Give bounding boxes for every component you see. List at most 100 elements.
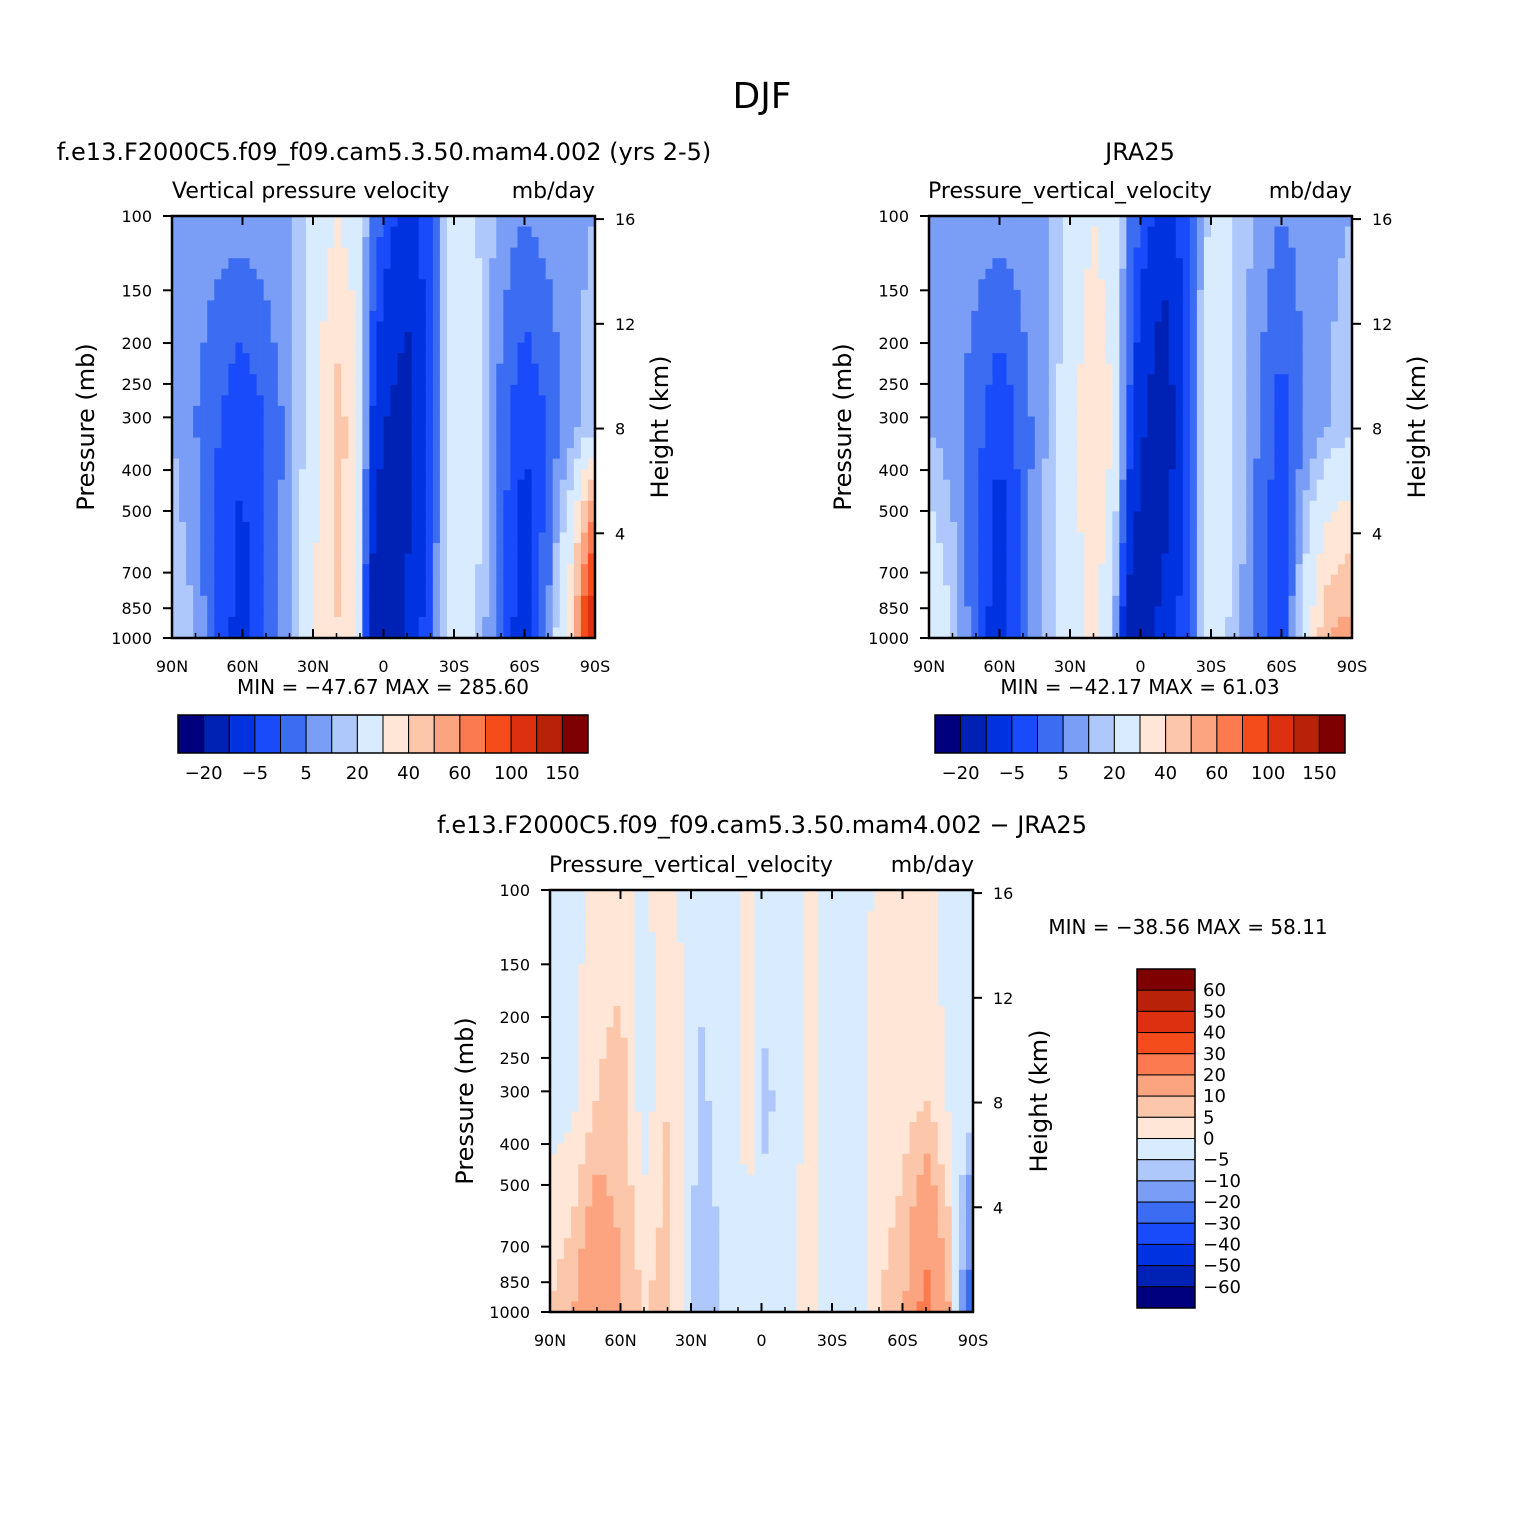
field-cell bbox=[1232, 268, 1240, 280]
field-cell bbox=[355, 353, 363, 365]
field-cell bbox=[1112, 574, 1120, 586]
y-tick-label: 150 bbox=[878, 281, 909, 300]
field-cell bbox=[1161, 216, 1170, 228]
field-cell bbox=[1232, 511, 1240, 523]
field-cell bbox=[193, 268, 201, 280]
field-cell bbox=[446, 342, 455, 354]
field-cell bbox=[327, 405, 335, 418]
field-cell bbox=[1337, 448, 1346, 460]
field-cell bbox=[411, 437, 420, 449]
field-cell bbox=[1048, 606, 1057, 618]
field-cell bbox=[503, 363, 511, 375]
field-cell bbox=[200, 247, 208, 259]
field-cell bbox=[1253, 416, 1261, 428]
field-cell bbox=[957, 574, 965, 586]
field-cell bbox=[432, 310, 441, 323]
field-cell bbox=[1055, 405, 1064, 418]
field-cell bbox=[1281, 479, 1290, 491]
field-cell bbox=[1253, 289, 1261, 301]
field-cell bbox=[964, 458, 972, 470]
field-cell bbox=[1239, 226, 1247, 238]
field-cell bbox=[207, 437, 215, 449]
field-cell bbox=[1316, 427, 1325, 439]
field-cell bbox=[320, 511, 328, 523]
field-cell bbox=[404, 458, 413, 470]
field-cell bbox=[1098, 574, 1106, 586]
field-cell bbox=[327, 532, 335, 544]
field-cell bbox=[1309, 268, 1318, 280]
field-cell bbox=[432, 448, 441, 460]
field-cell bbox=[531, 458, 540, 470]
field-cell bbox=[1140, 395, 1149, 407]
field-cell bbox=[1309, 500, 1318, 512]
field-cell bbox=[298, 448, 307, 460]
field-cell bbox=[411, 458, 420, 470]
field-cell bbox=[580, 353, 589, 365]
field-cell bbox=[1077, 258, 1085, 270]
field-cell bbox=[1112, 300, 1120, 312]
field-cell bbox=[1070, 458, 1078, 470]
field-cell bbox=[461, 606, 469, 618]
field-cell bbox=[943, 627, 951, 639]
field-cell bbox=[1211, 427, 1219, 439]
field-cell bbox=[1288, 553, 1297, 565]
field-cell bbox=[1218, 258, 1226, 270]
field-cell bbox=[1330, 363, 1339, 375]
field-cell bbox=[524, 237, 533, 249]
field-cell bbox=[369, 427, 378, 439]
field-cell bbox=[1309, 479, 1318, 491]
field-cell bbox=[545, 247, 554, 259]
field-cell bbox=[446, 564, 455, 576]
field-cell bbox=[1034, 416, 1043, 428]
field-cell bbox=[510, 342, 519, 354]
field-cell bbox=[376, 627, 385, 639]
field-cell bbox=[1013, 321, 1022, 333]
field-cell bbox=[1316, 437, 1325, 449]
field-cell bbox=[1133, 606, 1142, 618]
field-cell bbox=[390, 384, 399, 396]
field-cell bbox=[1253, 448, 1261, 460]
field-cell bbox=[1020, 374, 1029, 386]
field-cell bbox=[1189, 237, 1198, 249]
field-cell bbox=[992, 353, 1001, 365]
field-cell bbox=[1225, 268, 1233, 280]
field-cell bbox=[1189, 595, 1198, 607]
field-cell bbox=[1062, 490, 1071, 502]
field-cell bbox=[439, 268, 448, 280]
field-cell bbox=[334, 543, 342, 555]
field-cell bbox=[270, 448, 279, 460]
field-cell bbox=[1020, 479, 1029, 491]
field-cell bbox=[559, 258, 568, 270]
field-cell bbox=[186, 479, 194, 491]
field-cell bbox=[270, 585, 279, 597]
field-cell bbox=[999, 521, 1008, 534]
field-cell bbox=[1112, 247, 1120, 259]
field-cell bbox=[425, 342, 434, 354]
field-cell bbox=[1147, 395, 1156, 407]
field-cell bbox=[362, 469, 370, 481]
field-cell bbox=[1274, 353, 1283, 365]
field-cell bbox=[1034, 437, 1043, 449]
field-cell bbox=[1161, 310, 1170, 323]
field-cell bbox=[957, 458, 965, 470]
field-cell bbox=[207, 416, 215, 428]
field-cell bbox=[1232, 500, 1240, 512]
field-cell bbox=[1309, 279, 1318, 291]
field-cell bbox=[1239, 595, 1247, 607]
field-cell bbox=[305, 616, 314, 629]
field-cell bbox=[1196, 616, 1205, 629]
field-cell bbox=[580, 448, 589, 460]
field-cell bbox=[503, 479, 511, 491]
field-cell bbox=[242, 574, 251, 586]
field-cell bbox=[971, 332, 979, 344]
field-cell bbox=[1098, 500, 1106, 512]
field-cell bbox=[992, 543, 1001, 555]
field-cell bbox=[334, 321, 342, 333]
panel-model-title: f.e13.F2000C5.f09_f09.cam5.3.50.mam4.002… bbox=[57, 138, 712, 166]
field-cell bbox=[1147, 226, 1156, 238]
field-cell bbox=[1203, 321, 1212, 333]
field-cell bbox=[242, 595, 251, 607]
field-cell bbox=[985, 553, 994, 565]
field-cell bbox=[950, 405, 958, 418]
field-cell bbox=[179, 279, 187, 291]
